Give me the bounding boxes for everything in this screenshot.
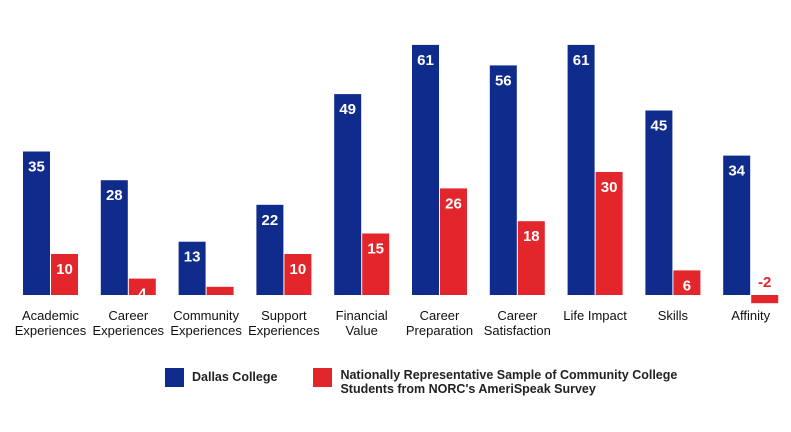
bar-national-6 bbox=[517, 221, 545, 295]
category-label-6-line2: Satisfaction bbox=[484, 323, 551, 338]
value-label-national-3: 10 bbox=[290, 261, 307, 278]
value-label-dallas-8: 45 bbox=[651, 118, 668, 135]
bar-dallas-3 bbox=[256, 204, 284, 295]
value-label-national-7: 30 bbox=[601, 179, 618, 196]
legend-swatch-national-sample bbox=[313, 368, 333, 387]
bar-dallas-1 bbox=[100, 180, 128, 295]
value-label-national-6: 18 bbox=[523, 228, 540, 245]
value-label-dallas-2: 13 bbox=[184, 249, 201, 266]
category-label-4-line2: Value bbox=[346, 323, 378, 338]
bar-national-4 bbox=[362, 233, 390, 295]
bar-dallas-6 bbox=[489, 65, 517, 296]
category-label-8-line1: Skills bbox=[658, 308, 689, 323]
value-label-national-9: -2 bbox=[758, 274, 771, 291]
value-label-national-1: 4 bbox=[138, 286, 147, 303]
bar-dallas-4 bbox=[334, 94, 362, 295]
category-label-0-line2: Experiences bbox=[15, 323, 87, 338]
value-label-dallas-9: 34 bbox=[728, 163, 745, 180]
legend-label-national-sample: Nationally Representative Sample of Comm… bbox=[340, 368, 677, 396]
value-label-dallas-1: 28 bbox=[106, 187, 123, 204]
bar-dallas-8 bbox=[645, 110, 673, 295]
category-label-4-line1: Financial bbox=[336, 308, 388, 323]
legend: Dallas College Nationally Representative… bbox=[165, 368, 683, 396]
value-label-national-8: 6 bbox=[683, 277, 691, 294]
value-label-dallas-6: 56 bbox=[495, 72, 512, 89]
category-label-1-line2: Experiences bbox=[93, 323, 165, 338]
legend-label-national-sample-line1: Nationally Representative Sample of Comm… bbox=[340, 368, 678, 382]
legend-item-dallas-college: Dallas College bbox=[165, 368, 277, 387]
category-label-1-line1: Career bbox=[108, 308, 148, 323]
value-label-dallas-4: 49 bbox=[339, 101, 356, 118]
legend-label-dallas-college: Dallas College bbox=[192, 370, 278, 384]
value-label-dallas-7: 61 bbox=[573, 52, 590, 69]
value-label-national-0: 10 bbox=[56, 261, 73, 278]
category-label-3-line2: Experiences bbox=[248, 323, 320, 338]
bar-national-8 bbox=[673, 270, 701, 295]
value-label-national-5: 26 bbox=[445, 195, 462, 212]
category-label-9-line1: Affinity bbox=[731, 308, 770, 323]
category-label-7-line1: Life Impact bbox=[563, 308, 627, 323]
category-label-5-line2: Preparation bbox=[406, 323, 473, 338]
bar-dallas-7 bbox=[567, 44, 595, 296]
value-label-dallas-3: 22 bbox=[262, 212, 279, 229]
bar-national-0 bbox=[51, 254, 78, 295]
bar-dallas-5 bbox=[412, 44, 439, 296]
bar-dallas-0 bbox=[23, 151, 50, 295]
category-label-3-line1: Support bbox=[261, 308, 307, 323]
bar-chart: 3510AcademicExperiences284CareerExperien… bbox=[15, 44, 779, 338]
category-label-5-line1: Career bbox=[420, 308, 460, 323]
bar-national-2 bbox=[206, 286, 234, 295]
category-label-0-line1: Academic bbox=[22, 308, 80, 323]
bar-national-1 bbox=[128, 278, 156, 295]
bar-national-3 bbox=[284, 254, 312, 295]
category-label-6-line1: Career bbox=[497, 308, 537, 323]
bar-dallas-2 bbox=[178, 241, 206, 295]
category-label-2-line1: Community bbox=[173, 308, 239, 323]
value-label-dallas-0: 35 bbox=[28, 159, 45, 176]
value-label-national-4: 15 bbox=[367, 241, 384, 258]
bar-national-5 bbox=[440, 188, 467, 295]
category-label-2-line2: Experiences bbox=[170, 323, 242, 338]
legend-item-national-sample: Nationally Representative Sample of Comm… bbox=[313, 368, 683, 396]
bar-dallas-9 bbox=[723, 155, 751, 295]
value-label-dallas-5: 61 bbox=[417, 52, 434, 69]
bar-national-9 bbox=[751, 295, 779, 304]
value-label-national-2: 2 bbox=[216, 294, 224, 311]
bar-national-7 bbox=[595, 172, 623, 295]
legend-swatch-dallas-college bbox=[165, 368, 184, 387]
legend-label-national-sample-line2: Students from NORC's AmeriSpeak Survey bbox=[340, 382, 596, 396]
